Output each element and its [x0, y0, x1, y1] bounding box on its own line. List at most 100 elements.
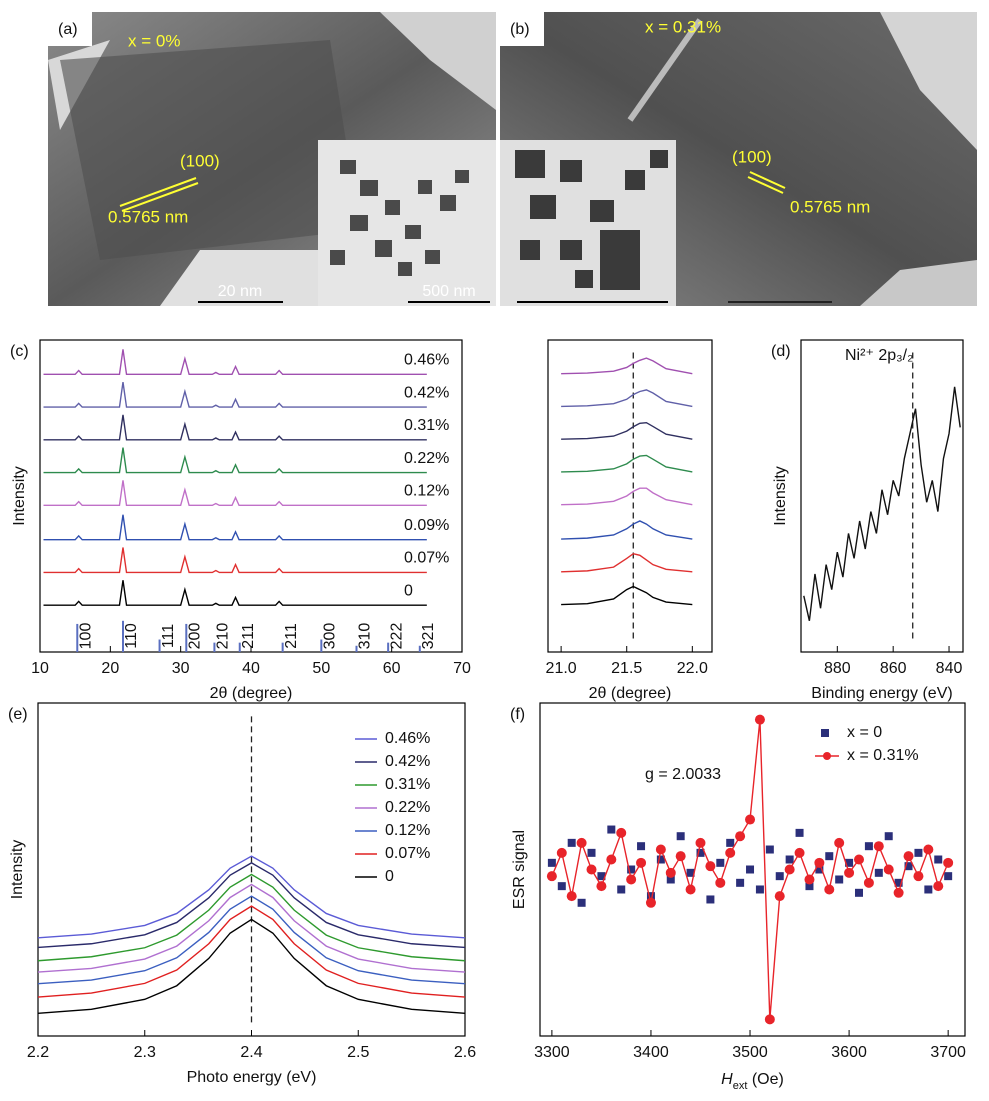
scale-bar-label: 20 nm: [218, 283, 262, 300]
panel-label: (c): [10, 343, 29, 360]
x-axis-label: Hext (Oe): [721, 1071, 784, 1092]
x-tick-label: 3600: [831, 1044, 867, 1061]
data-point: [774, 891, 785, 902]
data-point: [556, 847, 567, 858]
data-line: [561, 389, 693, 408]
legend-swatch: [821, 729, 829, 737]
x-tick-label: 2.5: [347, 1044, 369, 1061]
data-point: [577, 898, 586, 907]
data-point: [844, 867, 855, 878]
data-point: [596, 881, 607, 892]
x-tick-label: 2.4: [240, 1044, 262, 1061]
data-line: [561, 421, 693, 440]
plane-label: (100): [180, 151, 220, 170]
data-point: [754, 714, 765, 725]
legend-label: 0.07%: [385, 845, 430, 862]
x-axis-label-part: (Oe): [747, 1071, 783, 1088]
panel-label: (d): [771, 343, 791, 360]
y-axis-label: Intensity: [9, 840, 26, 900]
data-line: [43, 349, 427, 376]
annotation: g = 2.0033: [645, 766, 721, 783]
data-point: [685, 884, 696, 895]
spacing-label: 0.5765 nm: [790, 197, 870, 216]
data-point: [705, 861, 716, 872]
data-point: [944, 872, 953, 881]
data-point: [804, 874, 815, 885]
data-line: [37, 918, 466, 1015]
data-point: [686, 868, 695, 877]
data-line: [43, 514, 427, 541]
data-line: [561, 520, 693, 540]
data-point: [904, 862, 913, 871]
data-point: [893, 887, 904, 898]
data-line: [37, 862, 466, 949]
data-point: [557, 882, 566, 891]
series-label: 0.46%: [404, 352, 449, 369]
data-line: [43, 382, 427, 408]
x-tick-label: 22.0: [677, 660, 708, 677]
data-line: [561, 552, 693, 573]
data-line: [561, 585, 693, 606]
data-point: [764, 1014, 775, 1025]
data-line: [561, 487, 693, 506]
x-tick-label: 2.6: [454, 1044, 476, 1061]
data-point: [646, 892, 655, 901]
data-point: [914, 848, 923, 857]
x-axis-label: 2θ (degree): [210, 685, 293, 702]
panel-label: (e): [8, 706, 28, 723]
panel-label: (a): [58, 21, 78, 38]
reference-label: 211: [240, 623, 257, 649]
data-point: [706, 895, 715, 904]
data-point: [825, 852, 834, 861]
data-point: [775, 872, 784, 881]
data-point: [725, 847, 736, 858]
spacing-label: 0.5765 nm: [108, 207, 188, 226]
series-label: 0.09%: [404, 517, 449, 534]
data-point: [845, 858, 854, 867]
series-label: 0.07%: [404, 550, 449, 567]
data-point: [794, 847, 805, 858]
reference-label: 211: [283, 623, 300, 649]
data-point: [676, 832, 685, 841]
data-point: [883, 864, 894, 875]
data-point: [645, 897, 656, 908]
x-tick-label: 70: [453, 660, 471, 677]
data-point: [873, 841, 884, 852]
x-tick-label: 3700: [930, 1044, 966, 1061]
reference-label: 100: [77, 623, 94, 650]
x-tick-label: 21.5: [611, 660, 642, 677]
legend-label: x = 0.31%: [847, 747, 919, 764]
x-tick-label: 880: [824, 660, 851, 677]
composition-label: x = 0%: [128, 31, 180, 50]
data-point: [834, 837, 845, 848]
data-line: [43, 447, 427, 474]
data-point: [894, 878, 903, 887]
tem-image-a: (a) x = 0% (100) 0.5765 nm 20 nm 500 nm: [48, 12, 496, 306]
data-point: [835, 875, 844, 884]
data-point: [675, 851, 686, 862]
data-line: [803, 386, 961, 621]
composition-label: x = 0.31%: [645, 17, 721, 36]
data-line: [37, 855, 466, 939]
legend-label: 0: [385, 868, 394, 885]
data-point: [923, 844, 934, 855]
data-point: [785, 855, 794, 864]
data-point: [854, 888, 863, 897]
data-point: [547, 858, 556, 867]
x-tick-label: 840: [936, 660, 963, 677]
data-point: [824, 884, 835, 895]
panel-label: (b): [510, 21, 530, 38]
reference-label: 222: [388, 623, 405, 650]
reference-label: 310: [357, 623, 374, 650]
series-label: 0: [404, 582, 413, 599]
data-line: [561, 357, 693, 375]
data-point: [913, 871, 924, 882]
scale-bar-label: 500 nm: [422, 283, 475, 300]
x-axis-label-part: ext: [733, 1080, 748, 1092]
data-point: [586, 864, 597, 875]
legend-label: x = 0: [847, 724, 882, 741]
data-point: [863, 877, 874, 888]
data-line: [43, 547, 427, 574]
data-point: [943, 857, 954, 868]
